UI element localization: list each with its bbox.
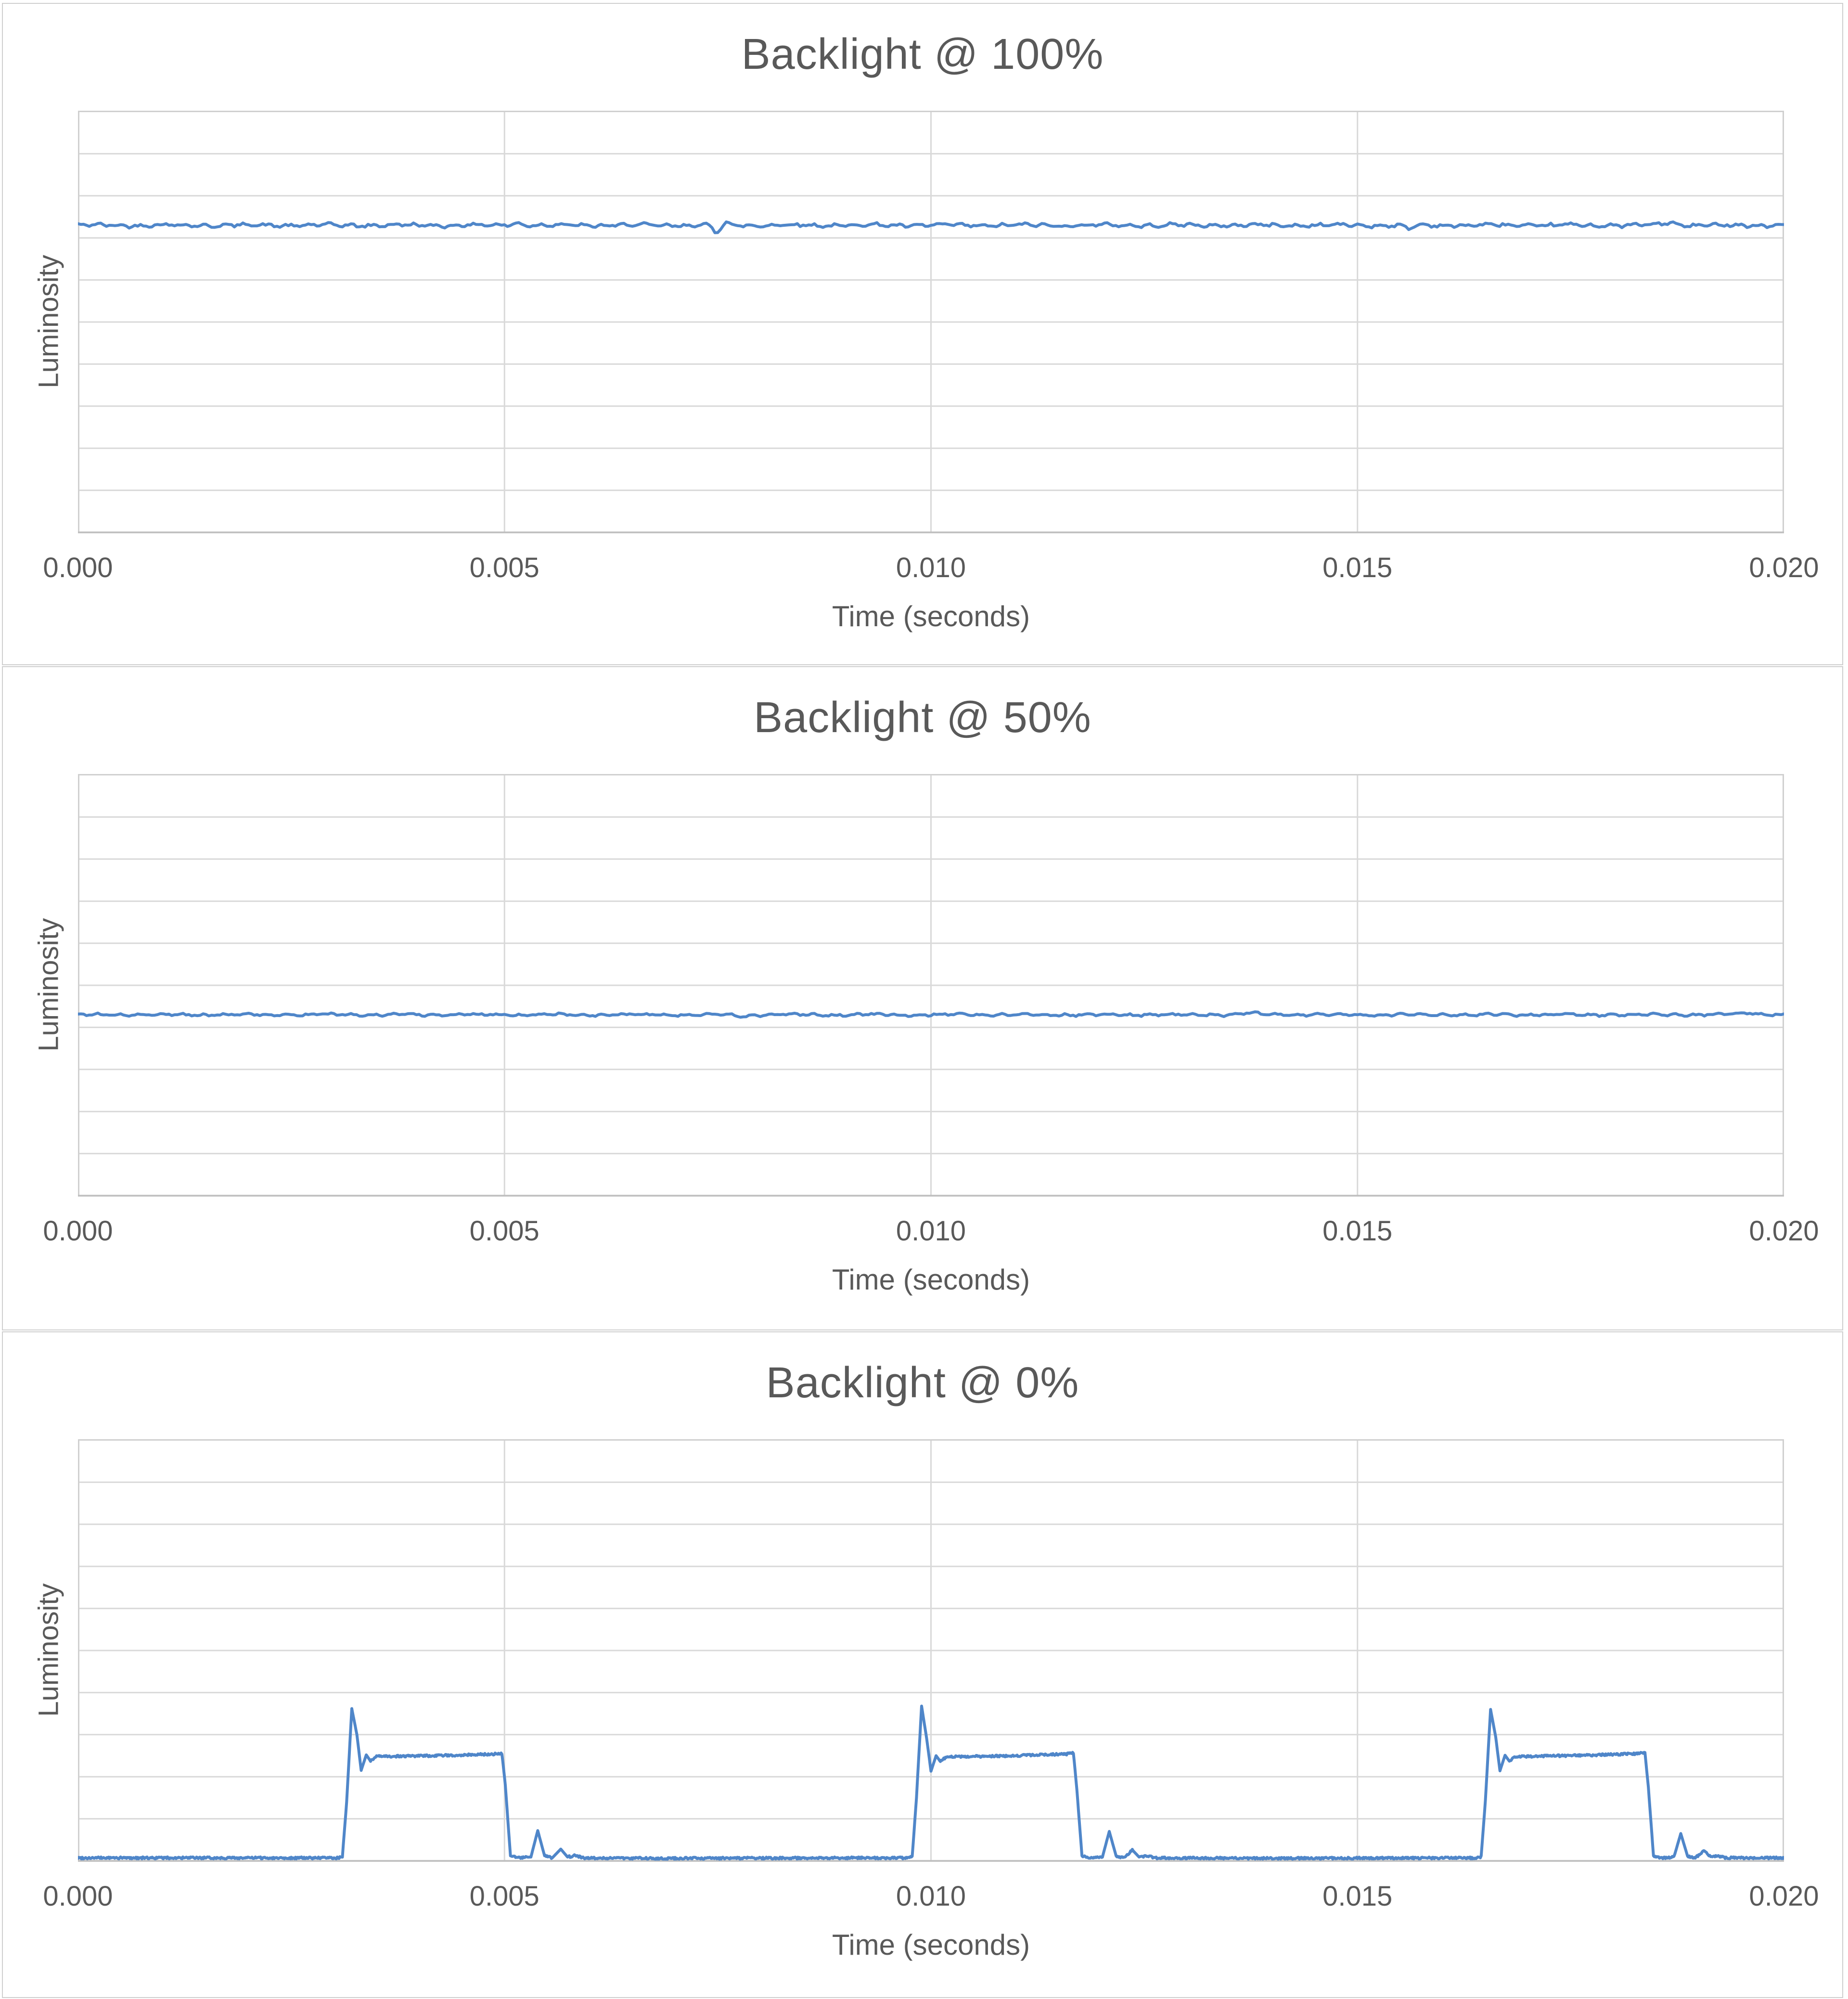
plot-area [78, 111, 1784, 533]
x-tick-label: 0.010 [896, 552, 966, 583]
plot-area [78, 1439, 1784, 1862]
chart-title: Backlight @ 0% [766, 1359, 1079, 1407]
waveform-chart-backlight-50 [78, 774, 1784, 1197]
x-tick-label: 0.010 [896, 1215, 966, 1247]
waveform-chart-backlight-100 [78, 111, 1784, 533]
chart-title: Backlight @ 100% [741, 30, 1104, 78]
x-tick-label: 0.000 [43, 1215, 113, 1247]
y-axis-title-text: Luminosity [33, 255, 64, 388]
y-axis-title-text: Luminosity [33, 1583, 64, 1717]
x-axis-title: Time (seconds) [832, 1929, 1030, 1961]
y-axis-title-text: Luminosity [33, 918, 64, 1052]
x-axis-tick-row: 0.000 0.005 0.010 0.015 0.020 [3, 1215, 1842, 1250]
x-axis-tick-row: 0.000 0.005 0.010 0.015 0.020 [3, 552, 1842, 586]
x-tick-label: 0.020 [1749, 1881, 1819, 1912]
x-tick-label: 0.000 [43, 1881, 113, 1912]
x-tick-label: 0.020 [1749, 552, 1819, 583]
x-tick-label: 0.010 [896, 1881, 966, 1912]
x-tick-label: 0.020 [1749, 1215, 1819, 1247]
x-axis-tick-row: 0.000 0.005 0.010 0.015 0.020 [3, 1880, 1842, 1915]
plot-area [78, 774, 1784, 1197]
x-tick-label: 0.005 [469, 1881, 539, 1912]
waveform-chart-backlight-0 [78, 1439, 1784, 1862]
x-tick-label: 0.000 [43, 552, 113, 583]
x-tick-label: 0.015 [1322, 552, 1393, 583]
x-tick-label: 0.015 [1322, 1215, 1393, 1247]
chart-title: Backlight @ 50% [754, 694, 1091, 742]
x-tick-label: 0.015 [1322, 1881, 1393, 1912]
x-axis-title: Time (seconds) [832, 600, 1030, 632]
x-tick-label: 0.005 [469, 1215, 539, 1247]
x-axis-title: Time (seconds) [832, 1264, 1030, 1296]
x-tick-label: 0.005 [469, 552, 539, 583]
chart-panel-backlight-100: Backlight @ 100% Luminosity 0.000 0.005 … [2, 3, 1843, 665]
chart-panel-backlight-50: Backlight @ 50% Luminosity 0.000 0.005 0… [2, 666, 1843, 1330]
chart-panel-backlight-0: Backlight @ 0% Luminosity 0.000 0.005 0.… [2, 1331, 1843, 1998]
